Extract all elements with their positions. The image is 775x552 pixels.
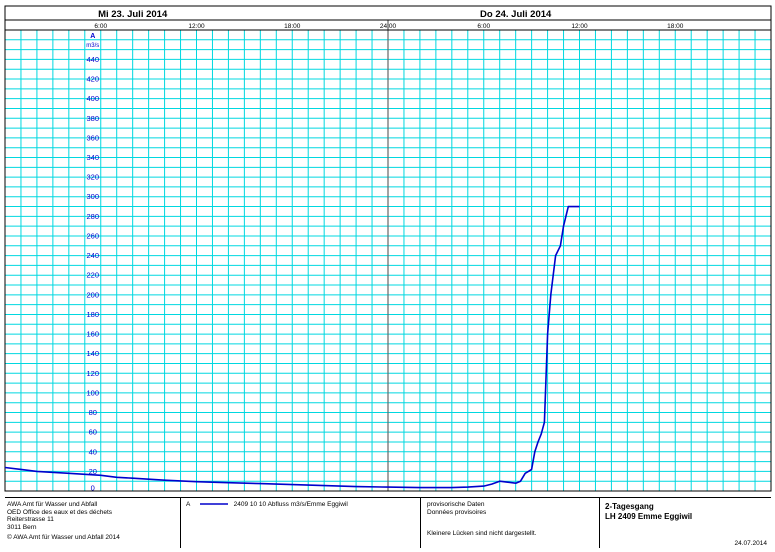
gaps-note: Kleinere Lücken sind nicht dargestellt. [427, 530, 537, 537]
org-line: OED Office des eaux et des déchets [7, 508, 113, 516]
outer-border [4, 5, 772, 492]
legend-key: A [186, 501, 190, 508]
chart-footer: AWA Amt für Wasser und Abfall OED Office… [5, 497, 771, 548]
chart-frame [4, 5, 772, 492]
y-tick-label: 220 [87, 271, 100, 280]
time-tick-label: 6:00 [477, 23, 490, 30]
y-tick-label: 20 [89, 467, 97, 476]
y-axis-title: A [90, 33, 95, 40]
day-label: Do 24. Juli 2014 [480, 9, 552, 20]
y-tick-label: 140 [87, 349, 100, 358]
y-tick-label: 340 [87, 153, 100, 162]
y-tick-label: 60 [89, 428, 97, 437]
y-tick-label: 300 [87, 192, 100, 201]
y-tick-label: 240 [87, 251, 100, 260]
day-label: Mi 23. Juli 2014 [98, 9, 168, 20]
provisional-note: provisorische Daten [427, 501, 485, 508]
time-axis-labels: Mi 23. Juli 2014 Do 24. Juli 2014 6:00 12:0… [94, 9, 683, 30]
series-lines [4, 205, 580, 489]
time-tick-label: 12:00 [571, 23, 588, 30]
discharge-series-line [4, 205, 580, 489]
y-axis-unit: m3/s [86, 43, 99, 49]
org-line: © AWA Amt für Wasser und Abfall 2014 [7, 534, 120, 541]
org-line: AWA Amt für Wasser und Abfall [7, 501, 98, 508]
y-tick-label: 380 [87, 114, 100, 123]
discharge-axis-labels: Am3/s 0 20 40 60 80 100 120 140 160 180 200 220 240 26… [86, 33, 99, 493]
y-tick-label: 400 [87, 94, 100, 103]
legend-block: A 2409 10 10 Abfluss m3/s/Emme Eggiwil [186, 501, 416, 551]
legend-line-swatch [199, 503, 228, 506]
y-tick-label: 360 [87, 133, 100, 142]
time-tick-label: 12:00 [188, 23, 205, 30]
y-tick-label: 440 [87, 55, 100, 64]
organization-block: AWA Amt für Wasser und Abfall OED Office… [7, 501, 177, 551]
y-tick-label: 420 [87, 75, 100, 84]
y-tick-label: 280 [87, 212, 100, 221]
data-status-block: provisorische Daten Données provisoires … [427, 501, 597, 551]
legend-entry: A 2409 10 10 Abfluss m3/s/Emme Eggiwil [186, 501, 416, 509]
y-tick-label: 260 [87, 231, 100, 240]
time-tick-label: 24:00 [380, 23, 397, 30]
report-date: 24.07.2014 [734, 540, 767, 547]
y-tick-label: 180 [87, 310, 100, 319]
station-title: LH 2409 Emme Eggiwil [605, 511, 693, 521]
y-tick-label: 320 [87, 173, 100, 182]
y-tick-label: 0 [91, 484, 95, 493]
y-tick-label: 80 [89, 408, 97, 417]
y-tick-label: 120 [87, 369, 100, 378]
y-tick-label: 40 [89, 447, 97, 456]
provisional-note: Données provisoires [427, 508, 487, 516]
y-tick-label: 160 [87, 330, 100, 339]
time-tick-label: 6:00 [94, 23, 107, 30]
title-block: 2-Tagesgang LH 2409 Emme Eggiwil 24.07.2… [605, 502, 771, 552]
y-tick-label: 200 [87, 290, 100, 299]
org-line: Reiterstrasse 11 [7, 516, 54, 523]
y-tick-label: 100 [87, 388, 100, 397]
time-tick-label: 18:00 [667, 23, 684, 30]
time-tick-label: 18:00 [284, 23, 301, 30]
org-line: 3011 Bern [7, 523, 37, 531]
legend-label: 2409 10 10 Abfluss m3/s/Emme Eggiwil [233, 501, 348, 508]
chart-title: 2-Tagesgang [605, 502, 654, 511]
